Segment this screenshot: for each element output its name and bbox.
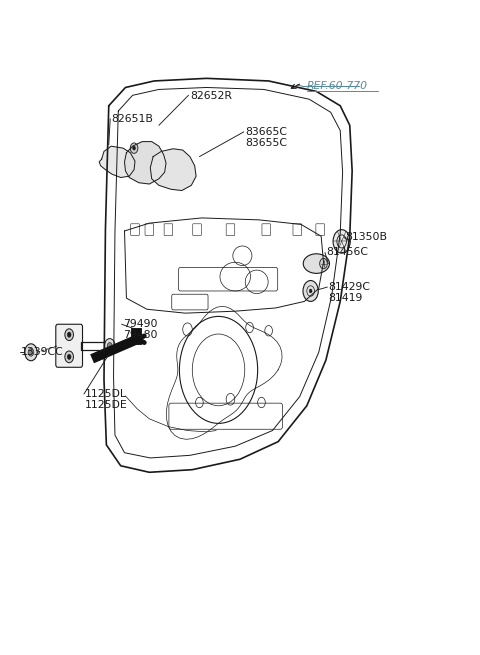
Circle shape bbox=[65, 329, 73, 341]
Circle shape bbox=[25, 344, 37, 361]
Circle shape bbox=[333, 230, 350, 253]
Circle shape bbox=[303, 280, 318, 301]
Text: 1339CC: 1339CC bbox=[21, 347, 63, 357]
Text: REF.60-770: REF.60-770 bbox=[307, 81, 368, 91]
FancyBboxPatch shape bbox=[56, 324, 83, 367]
Text: 81419: 81419 bbox=[328, 293, 363, 303]
Text: 1125DE: 1125DE bbox=[85, 400, 128, 410]
Circle shape bbox=[65, 351, 73, 363]
Text: 83665C: 83665C bbox=[245, 127, 287, 137]
Polygon shape bbox=[124, 141, 166, 184]
Circle shape bbox=[320, 258, 327, 269]
Polygon shape bbox=[150, 149, 196, 191]
Polygon shape bbox=[99, 146, 135, 178]
Text: 82652R: 82652R bbox=[190, 91, 232, 101]
Circle shape bbox=[105, 339, 115, 353]
Text: 79490: 79490 bbox=[123, 319, 157, 329]
Circle shape bbox=[67, 332, 71, 337]
FancyBboxPatch shape bbox=[131, 328, 141, 345]
Circle shape bbox=[108, 343, 112, 349]
Circle shape bbox=[309, 289, 312, 293]
Text: 81429C: 81429C bbox=[328, 282, 370, 292]
Circle shape bbox=[28, 348, 34, 356]
Text: 83655C: 83655C bbox=[245, 138, 287, 148]
Circle shape bbox=[132, 146, 135, 150]
Text: 82651B: 82651B bbox=[111, 114, 153, 124]
Ellipse shape bbox=[303, 253, 329, 273]
Text: 81350B: 81350B bbox=[345, 233, 387, 242]
Text: 1125DL: 1125DL bbox=[85, 389, 127, 399]
Text: 81456C: 81456C bbox=[326, 248, 368, 257]
Circle shape bbox=[130, 143, 138, 153]
Circle shape bbox=[67, 354, 71, 360]
Text: 79480: 79480 bbox=[123, 330, 157, 341]
